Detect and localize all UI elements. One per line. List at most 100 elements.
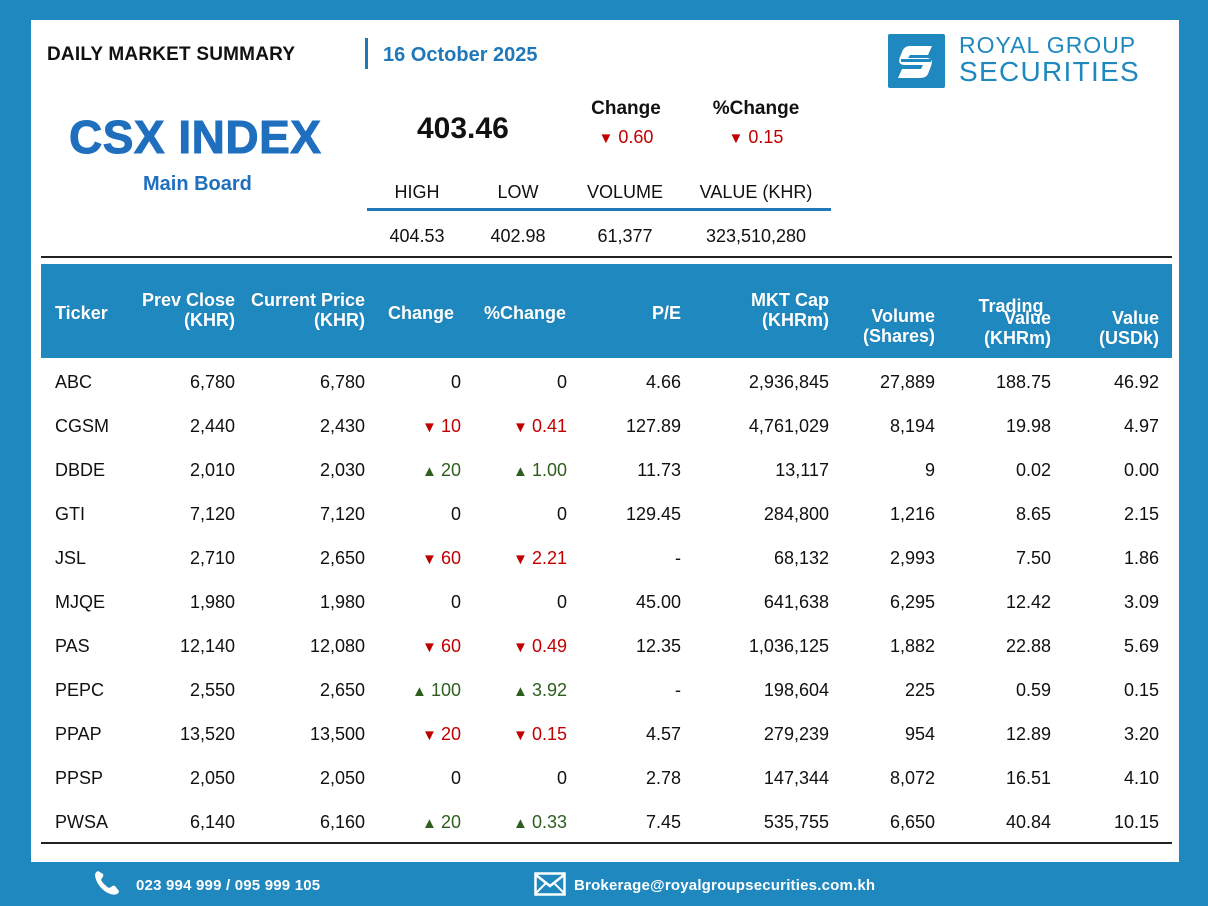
down-arrow-icon: ▼ bbox=[512, 419, 532, 436]
up-arrow-icon: ▲ bbox=[512, 815, 532, 832]
table-row: GTI 7,120 7,120 0 0 129.45 284,800 1,216 8.65 2.1… bbox=[31, 492, 1179, 536]
cell-value-usd: 10.15 bbox=[1113, 812, 1159, 832]
cell-mkt-cap: 1,036,125 bbox=[748, 636, 829, 656]
cell-prev-close: 2,550 bbox=[189, 680, 235, 700]
up-arrow-icon: ▲ bbox=[421, 463, 441, 480]
col-mkt-cap-line2: (KHRm) bbox=[762, 310, 829, 330]
cell-pct-change: 0 bbox=[556, 372, 567, 392]
col-value-usd-line1: Value bbox=[1111, 308, 1159, 328]
cell-pct-change-value: 0.15 bbox=[531, 724, 567, 744]
cell-ticker: PPSP bbox=[55, 768, 104, 788]
cell-value-khr: 19.98 bbox=[1005, 416, 1051, 436]
col-prev-close-line1: Prev Close bbox=[141, 290, 235, 310]
down-arrow-icon: ▼ bbox=[421, 419, 441, 436]
cell-change: ▲ 100 bbox=[375, 668, 461, 714]
cell-prev-close: 2,440 bbox=[189, 416, 235, 436]
cell-volume: 9 bbox=[924, 460, 935, 480]
stat-value-high: 404.53 bbox=[389, 226, 445, 246]
cell-pct-change-value: 3.92 bbox=[531, 680, 567, 700]
cell-pct-change-value: 0.33 bbox=[531, 812, 567, 832]
cell-value-usd: 46.92 bbox=[1113, 372, 1159, 392]
cell-change-value: 60 bbox=[440, 636, 461, 656]
cell-mkt-cap: 13,117 bbox=[775, 460, 829, 480]
footer-phone: 023 994 999 / 095 999 105 bbox=[136, 877, 321, 894]
cell-ticker: PWSA bbox=[55, 812, 109, 832]
cell-change: 0 bbox=[450, 504, 461, 524]
table-row: PAS 12,140 12,080 ▼ 60 ▼ 0.49 12.35 1,036,125 1… bbox=[31, 624, 1179, 668]
header-divider bbox=[365, 38, 368, 69]
cell-change: ▼ 60 bbox=[375, 536, 461, 582]
cell-mkt-cap: 4,761,029 bbox=[748, 416, 829, 436]
cell-value-usd: 5.69 bbox=[1123, 636, 1159, 656]
cell-value-khr: 40.84 bbox=[1005, 812, 1051, 832]
cell-value-usd: 4.10 bbox=[1123, 768, 1159, 788]
cell-ticker: GTI bbox=[55, 504, 85, 524]
cell-pct-change-value: 2.21 bbox=[531, 548, 567, 568]
cell-value-usd: 3.09 bbox=[1123, 592, 1159, 612]
down-arrow-icon: ▼ bbox=[728, 130, 744, 147]
cell-pe: - bbox=[675, 680, 681, 700]
cell-ticker: PEPC bbox=[55, 680, 105, 700]
cell-value-khr: 16.51 bbox=[1005, 768, 1051, 788]
cell-current-price: 6,780 bbox=[319, 372, 365, 392]
col-prev-close-line2: (KHR) bbox=[184, 310, 235, 330]
cell-value-usd: 0.15 bbox=[1123, 680, 1159, 700]
cell-pe: 4.57 bbox=[645, 724, 681, 744]
index-value: 403.46 bbox=[417, 112, 509, 145]
cell-value-khr: 188.75 bbox=[995, 372, 1051, 392]
footer-email[interactable]: Brokerage@royalgroupsecurities.com.kh bbox=[574, 877, 876, 894]
cell-change: ▼ 10 bbox=[375, 404, 461, 450]
col-mkt-cap-line1: MKT Cap bbox=[751, 290, 829, 310]
cell-prev-close: 7,120 bbox=[189, 504, 235, 524]
down-arrow-icon: ▼ bbox=[512, 727, 532, 744]
cell-pe: 4.66 bbox=[645, 372, 681, 392]
up-arrow-icon: ▲ bbox=[421, 815, 441, 832]
cell-prev-close: 6,140 bbox=[189, 812, 235, 832]
table-header: Ticker Prev Close (KHR) Current Price (K… bbox=[41, 264, 1172, 358]
table-row: PPAP 13,520 13,500 ▼ 20 ▼ 0.15 4.57 279,239 954… bbox=[31, 712, 1179, 756]
cell-value-khr: 12.42 bbox=[1005, 592, 1051, 612]
mail-icon bbox=[534, 872, 566, 901]
brand-logo-icon bbox=[888, 34, 945, 88]
brand-line-2: SECURITIES bbox=[959, 56, 1141, 87]
index-name: CSX INDEX bbox=[68, 111, 322, 164]
table-row: DBDE 2,010 2,030 ▲ 20 ▲ 1.00 11.73 13,117 9 0.02… bbox=[31, 448, 1179, 492]
down-arrow-icon: ▼ bbox=[598, 130, 614, 147]
col-value-khr-line2: (KHRm) bbox=[984, 328, 1051, 348]
cell-change: 0 bbox=[450, 768, 461, 788]
index-pct-change: ▼ 0.15 bbox=[706, 127, 806, 148]
cell-mkt-cap: 284,800 bbox=[763, 504, 829, 524]
cell-change: ▼ 20 bbox=[375, 712, 461, 758]
cell-value-usd: 3.20 bbox=[1123, 724, 1159, 744]
col-volume-line1: Volume bbox=[871, 306, 935, 326]
cell-pe: 129.45 bbox=[625, 504, 681, 524]
col-prev-close: Prev Close (KHR) bbox=[131, 290, 235, 330]
cell-mkt-cap: 2,936,845 bbox=[748, 372, 829, 392]
col-value-khr: Value (KHRm) bbox=[941, 308, 1051, 348]
cell-pct-change: ▼ 0.15 bbox=[471, 712, 567, 758]
cell-value-usd: 4.97 bbox=[1123, 416, 1159, 436]
cell-pct-change-value: 0.49 bbox=[531, 636, 567, 656]
cell-volume: 8,072 bbox=[889, 768, 935, 788]
stat-label-volume: VOLUME bbox=[586, 182, 664, 202]
cell-pct-change-value: 1.00 bbox=[531, 460, 567, 480]
cell-prev-close: 2,710 bbox=[189, 548, 235, 568]
cell-pct-change: ▼ 2.21 bbox=[471, 536, 567, 582]
table-row: MJQE 1,980 1,980 0 0 45.00 641,638 6,295 12.42 3.… bbox=[31, 580, 1179, 624]
col-current-price: Current Price (KHR) bbox=[235, 290, 365, 330]
cell-volume: 6,295 bbox=[889, 592, 935, 612]
cell-volume: 1,216 bbox=[889, 504, 935, 524]
stat-value-value: 323,510,280 bbox=[705, 226, 807, 246]
cell-pe: 11.73 bbox=[637, 460, 681, 480]
cell-ticker: JSL bbox=[55, 548, 87, 568]
cell-change: ▼ 60 bbox=[375, 624, 461, 670]
cell-pe: 2.78 bbox=[645, 768, 681, 788]
brand-name: ROYAL GROUP SECURITIES bbox=[959, 34, 1140, 86]
index-change-label: Change bbox=[591, 98, 661, 119]
col-value-khr-line1: Value bbox=[1003, 308, 1051, 328]
col-volume: Volume (Shares) bbox=[841, 306, 935, 346]
cell-pct-change: 0 bbox=[556, 768, 567, 788]
bottom-rule bbox=[41, 842, 1172, 844]
page-title: DAILY MARKET SUMMARY bbox=[47, 44, 296, 65]
cell-value-khr: 7.50 bbox=[1015, 548, 1051, 568]
